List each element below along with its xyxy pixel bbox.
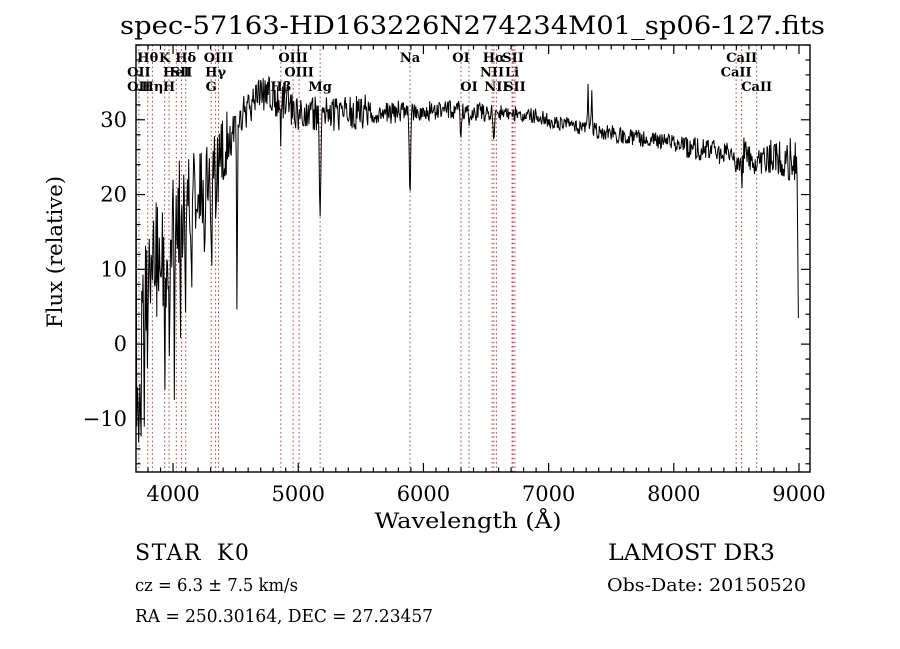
spectral-line-label-OIII-4363: OIII <box>204 51 234 66</box>
spectral-line-label-Hγ-4340: Hγ <box>205 66 226 81</box>
spectral-line-label-HeI-4026: HeI <box>163 66 190 81</box>
spectral-line-label-CaII-8542: CaII <box>726 51 757 66</box>
y-tick-label--10: −10 <box>83 407 127 431</box>
spectral-line-label-Hα-6563: Hα <box>483 51 505 66</box>
y-tick-label-30: 30 <box>100 108 127 132</box>
spectral-line-label-Hθ-3798: Hθ <box>137 51 158 66</box>
x-tick-label-8000: 8000 <box>647 482 700 506</box>
spectral-line-label-OI-6364: OI <box>460 80 477 95</box>
obs-date-label: Obs-Date: 20150520 <box>607 575 806 596</box>
y-tick-label-10: 10 <box>100 257 127 281</box>
spectral-line-label-OIII-4959: OIII <box>278 51 308 66</box>
spectral-line-label-SII-4068: SII <box>171 66 193 81</box>
spectral-line-label-H-3968: H <box>163 80 175 95</box>
spectral-line-labels-layer: OIIOIIHθHηKHHeISIIHδGHγOIIIHβOIIIOIIIMgN… <box>127 51 772 95</box>
x-tick-label-9000: 9000 <box>772 482 825 506</box>
axes-layer: 4000 5000 6000 7000 8000 9000 −10 0 10 20 30 <box>83 44 826 506</box>
spectral-line-label-SII-6731: SII <box>504 80 526 95</box>
y-tick-label-20: 20 <box>100 183 127 207</box>
spectral-line-label-Hη-3835: Hη <box>142 80 164 95</box>
spectral-line-label-Hδ-4101: Hδ <box>175 51 196 66</box>
spectral-line-label-NII-6548: NII <box>480 66 504 81</box>
ra-dec-label: RA = 250.30164, DEC = 27.23457 <box>135 606 433 627</box>
y-tick-label-0: 0 <box>114 332 127 356</box>
x-tick-label-5000: 5000 <box>272 482 325 506</box>
spectral-line-label-G-4305: G <box>206 80 217 95</box>
spectral-line-label-NII-6583: NII <box>484 80 508 95</box>
subclass-label: K0 <box>217 541 250 566</box>
spectral-line-label-OIII-5007: OIII <box>284 66 314 81</box>
x-axis-label: Wavelength (Å) <box>375 508 562 533</box>
spectral-line-label-Mg-5175: Mg <box>308 80 331 95</box>
x-tick-label-7000: 7000 <box>522 482 575 506</box>
x-tick-label-4000: 4000 <box>146 482 199 506</box>
spectral-line-label-OII-3727: OII <box>127 80 151 95</box>
spectral-line-label-SII-6716: SII <box>502 51 524 66</box>
spectral-line-label-CaII-8662: CaII <box>741 80 772 95</box>
spectral-line-label-Li-6708: Li <box>505 66 519 81</box>
spectrum-trace-layer <box>136 75 799 443</box>
cz-label: cz = 6.3 ± 7.5 km/s <box>135 575 298 596</box>
x-tick-label-6000: 6000 <box>397 482 450 506</box>
survey-label: LAMOST DR3 <box>608 541 775 566</box>
spectral-line-label-CaII-8498: CaII <box>721 66 752 81</box>
y-axis-label: Flux (relative) <box>43 176 67 328</box>
class-label: STAR <box>135 541 202 566</box>
spectral-line-label-OI-6300: OI <box>452 51 469 66</box>
spectral-line-label-K-3933: K <box>159 51 171 66</box>
spectral-line-label-OII-3727: OII <box>127 66 151 81</box>
spectral-line-label-Hβ-4861: Hβ <box>270 80 291 95</box>
spectrum-trace <box>136 75 799 443</box>
spectral-line-label-Na-5893: Na <box>400 51 421 66</box>
plot-title: spec-57163-HD163226N274234M01_sp06-127.f… <box>120 11 825 40</box>
